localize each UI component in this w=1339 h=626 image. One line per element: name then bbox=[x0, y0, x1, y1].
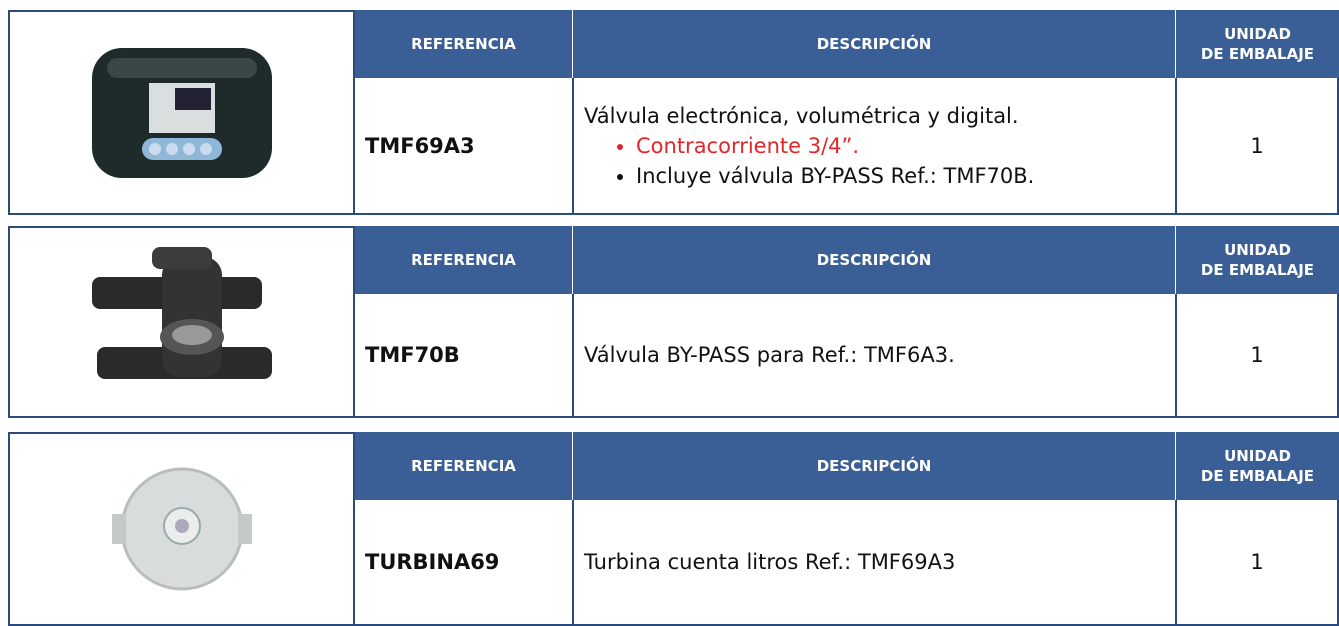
bullet-item: Contracorriente 3/4”. bbox=[636, 131, 1034, 161]
reference-cell: TURBINA69 bbox=[353, 500, 572, 626]
header-cell: UNIDAD DE EMBALAJE bbox=[1175, 226, 1339, 294]
product-block: REFERENCIA DESCRIPCIÓN UNIDAD DE EMBALAJE… bbox=[8, 226, 1339, 418]
description: Válvula BY-PASS para Ref.: TMF6A3. bbox=[584, 343, 955, 367]
description: Válvula electrónica, volumétrica y digit… bbox=[584, 103, 1019, 128]
description: Turbina cuenta litros Ref.: TMF69A3 bbox=[584, 550, 956, 574]
product-table: REFERENCIA DESCRIPCIÓN UNIDAD DE EMBALAJE… bbox=[353, 226, 1339, 418]
header-cell: UNIDAD DE EMBALAJE bbox=[1175, 10, 1339, 78]
product-table: REFERENCIA DESCRIPCIÓN UNIDAD DE EMBALAJE… bbox=[353, 10, 1339, 215]
header-text: REFERENCIA bbox=[411, 35, 516, 53]
unit-cell: 1 bbox=[1175, 78, 1339, 215]
reference-cell: TMF69A3 bbox=[353, 78, 572, 215]
description-cell: Turbina cuenta litros Ref.: TMF69A3 bbox=[572, 500, 1175, 626]
header-text: REFERENCIA bbox=[411, 457, 516, 475]
description-cell: Válvula BY-PASS para Ref.: TMF6A3. bbox=[572, 294, 1175, 418]
header-text: DE EMBALAJE bbox=[1200, 45, 1315, 63]
header-text: REFERENCIA bbox=[411, 251, 516, 269]
reference-cell: TMF70B bbox=[353, 294, 572, 418]
reference: TMF70B bbox=[365, 343, 460, 367]
header-cell: DESCRIPCIÓN bbox=[572, 226, 1175, 294]
bullet-list: Contracorriente 3/4”.Incluye válvula BY-… bbox=[584, 131, 1034, 191]
header-text: DE EMBALAJE bbox=[1200, 261, 1315, 279]
unit: 1 bbox=[1250, 133, 1264, 158]
image-cell bbox=[8, 226, 353, 418]
image-cell bbox=[8, 10, 353, 215]
unit: 1 bbox=[1250, 550, 1264, 574]
bullet-item: Incluye válvula BY-PASS Ref.: TMF70B. bbox=[636, 161, 1034, 191]
product-image bbox=[91, 247, 272, 379]
header-cell: REFERENCIA bbox=[353, 10, 572, 78]
reference: TMF69A3 bbox=[365, 133, 475, 158]
product-image bbox=[91, 47, 272, 178]
header-text: UNIDAD bbox=[1224, 447, 1291, 465]
unit-cell: 1 bbox=[1175, 500, 1339, 626]
product-image bbox=[111, 467, 252, 591]
header-cell: REFERENCIA bbox=[353, 432, 572, 500]
unit: 1 bbox=[1250, 343, 1264, 367]
header-text: DE EMBALAJE bbox=[1200, 467, 1315, 485]
description-cell: Válvula electrónica, volumétrica y digit… bbox=[572, 78, 1175, 215]
header-text: UNIDAD bbox=[1224, 241, 1291, 259]
header-text: DESCRIPCIÓN bbox=[816, 35, 932, 53]
image-cell bbox=[8, 432, 353, 626]
reference: TURBINA69 bbox=[365, 550, 500, 574]
header-cell: REFERENCIA bbox=[353, 226, 572, 294]
unit-cell: 1 bbox=[1175, 294, 1339, 418]
product-block: REFERENCIA DESCRIPCIÓN UNIDAD DE EMBALAJE… bbox=[8, 10, 1339, 215]
header-cell: DESCRIPCIÓN bbox=[572, 10, 1175, 78]
header-text: DESCRIPCIÓN bbox=[816, 251, 932, 269]
header-cell: UNIDAD DE EMBALAJE bbox=[1175, 432, 1339, 500]
product-table: REFERENCIA DESCRIPCIÓN UNIDAD DE EMBALAJE… bbox=[353, 432, 1339, 626]
header-text: UNIDAD bbox=[1224, 25, 1291, 43]
header-cell: DESCRIPCIÓN bbox=[572, 432, 1175, 500]
header-text: DESCRIPCIÓN bbox=[816, 457, 932, 475]
product-block: REFERENCIA DESCRIPCIÓN UNIDAD DE EMBALAJE… bbox=[8, 432, 1339, 626]
